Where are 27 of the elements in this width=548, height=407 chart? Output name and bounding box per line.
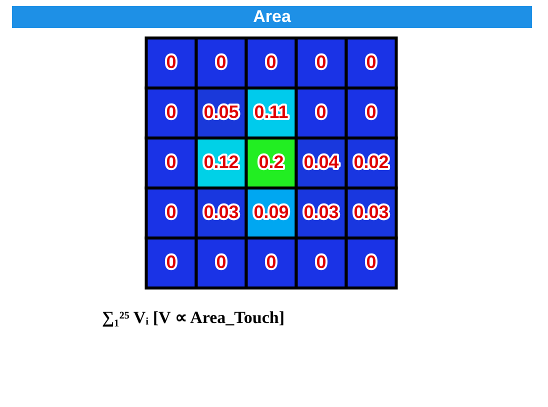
data-label: 0.03 — [304, 202, 339, 222]
data-label: 0.09 — [254, 202, 289, 222]
data-label: 0.04 — [304, 152, 339, 172]
data-label: 0 — [366, 252, 376, 272]
data-label: 0 — [316, 252, 326, 272]
data-label: 0.2 — [258, 152, 284, 172]
data-label: 0 — [166, 252, 176, 272]
text: ∑₁²⁵ Vᵢ [V ∝ Area_Touch] — [102, 308, 285, 327]
data-label: 0 — [266, 252, 276, 272]
data-label: 0 — [266, 52, 276, 72]
data-label: 0 — [316, 102, 326, 122]
data-label: 0 — [366, 52, 376, 72]
chart-title: Area — [253, 7, 292, 26]
data-label: 0.12 — [204, 152, 239, 172]
data-label: 0 — [366, 102, 376, 122]
data-label: 0 — [166, 152, 176, 172]
data-label: 0.05 — [204, 102, 239, 122]
data-label: 0.03 — [204, 202, 239, 222]
data-label: 0 — [216, 252, 226, 272]
data-label: 0.03 — [354, 202, 389, 222]
data-label: 0 — [166, 102, 176, 122]
data-label: 0.02 — [354, 152, 389, 172]
data-label: 0 — [166, 202, 176, 222]
data-label: 0 — [166, 52, 176, 72]
data-label: 0 — [316, 52, 326, 72]
data-label: 0 — [216, 52, 226, 72]
data-label: 0.11 — [254, 102, 288, 122]
